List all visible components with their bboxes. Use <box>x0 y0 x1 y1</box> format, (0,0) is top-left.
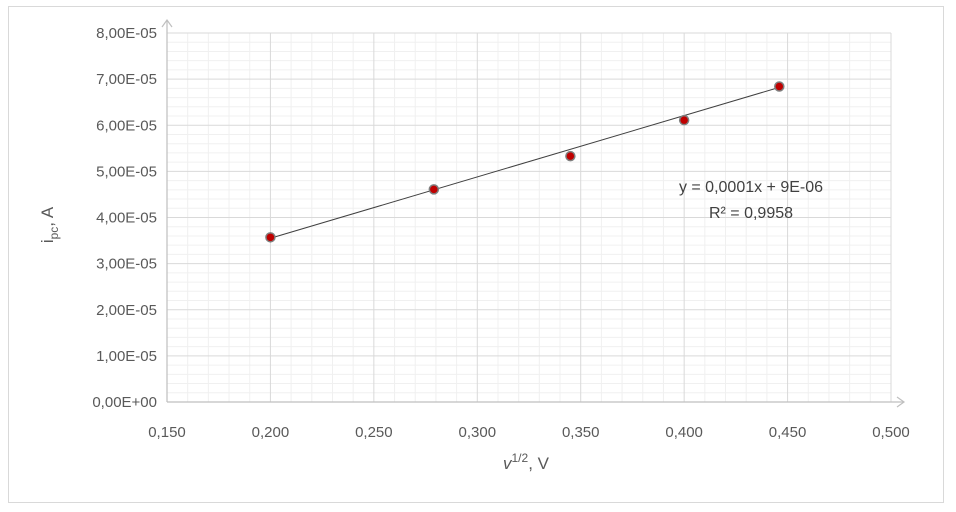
x-tick-label: 0,250 <box>355 424 393 441</box>
chart-svg: 0,150 0,200 0,250 0,300 0,350 0,400 0,450 0,500… <box>38 18 910 473</box>
y-tick-label: 3,00E-05 <box>96 256 157 273</box>
y-tick-label: 2,00E-05 <box>96 302 157 319</box>
x-tick-label: 0,150 <box>148 424 186 441</box>
x-axis-title: v1/2, V <box>503 451 550 473</box>
annotations: y = 0,0001x + 9E-06 R² = 0,9958 <box>679 179 823 222</box>
data-point <box>428 184 440 195</box>
x-tick-label: 0,450 <box>769 424 807 441</box>
x-axis-arrow <box>896 396 906 408</box>
r-squared-label: R² = 0,9958 <box>709 205 793 222</box>
tick-labels: 0,150 0,200 0,250 0,300 0,350 0,400 0,450 0,500… <box>92 25 909 441</box>
x-tick-label: 0,200 <box>252 424 290 441</box>
y-tick-label: 7,00E-05 <box>96 71 157 88</box>
chart-frame: 0,150 0,200 0,250 0,300 0,350 0,400 0,450 0,500… <box>8 6 944 503</box>
trendline <box>270 86 780 239</box>
y-tick-label: 0,00E+00 <box>92 394 157 411</box>
y-tick-label: 8,00E-05 <box>96 25 157 42</box>
data-point <box>678 114 690 126</box>
x-tick-label: 0,400 <box>665 424 703 441</box>
data-point <box>774 81 785 92</box>
data-point <box>265 232 276 243</box>
y-axis-title: ipc, A <box>38 206 61 243</box>
data-point <box>565 150 576 162</box>
x-tick-label: 0,300 <box>459 424 497 441</box>
trendline-equation: y = 0,0001x + 9E-06 <box>679 179 823 196</box>
y-axis-arrow <box>161 18 173 28</box>
axes <box>161 18 906 408</box>
trendline-group <box>270 86 780 239</box>
y-tick-label: 6,00E-05 <box>96 117 157 134</box>
y-tick-label: 4,00E-05 <box>96 210 157 227</box>
x-tick-label: 0,500 <box>872 424 910 441</box>
y-tick-label: 1,00E-05 <box>96 348 157 365</box>
x-tick-label: 0,350 <box>562 424 600 441</box>
grid <box>167 32 892 402</box>
y-tick-label: 5,00E-05 <box>96 163 157 180</box>
data-points <box>265 81 785 243</box>
